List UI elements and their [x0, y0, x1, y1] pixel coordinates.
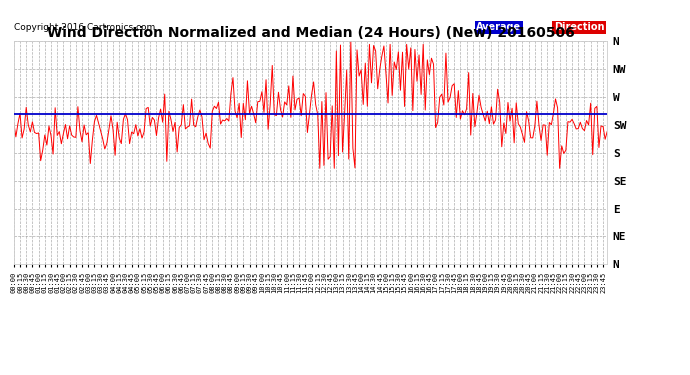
- Text: Copyright 2016 Cartronics.com: Copyright 2016 Cartronics.com: [14, 23, 155, 32]
- Text: Average: Average: [476, 22, 521, 32]
- Text: Direction: Direction: [554, 22, 604, 32]
- Title: Wind Direction Normalized and Median (24 Hours) (New) 20160506: Wind Direction Normalized and Median (24…: [47, 26, 574, 40]
